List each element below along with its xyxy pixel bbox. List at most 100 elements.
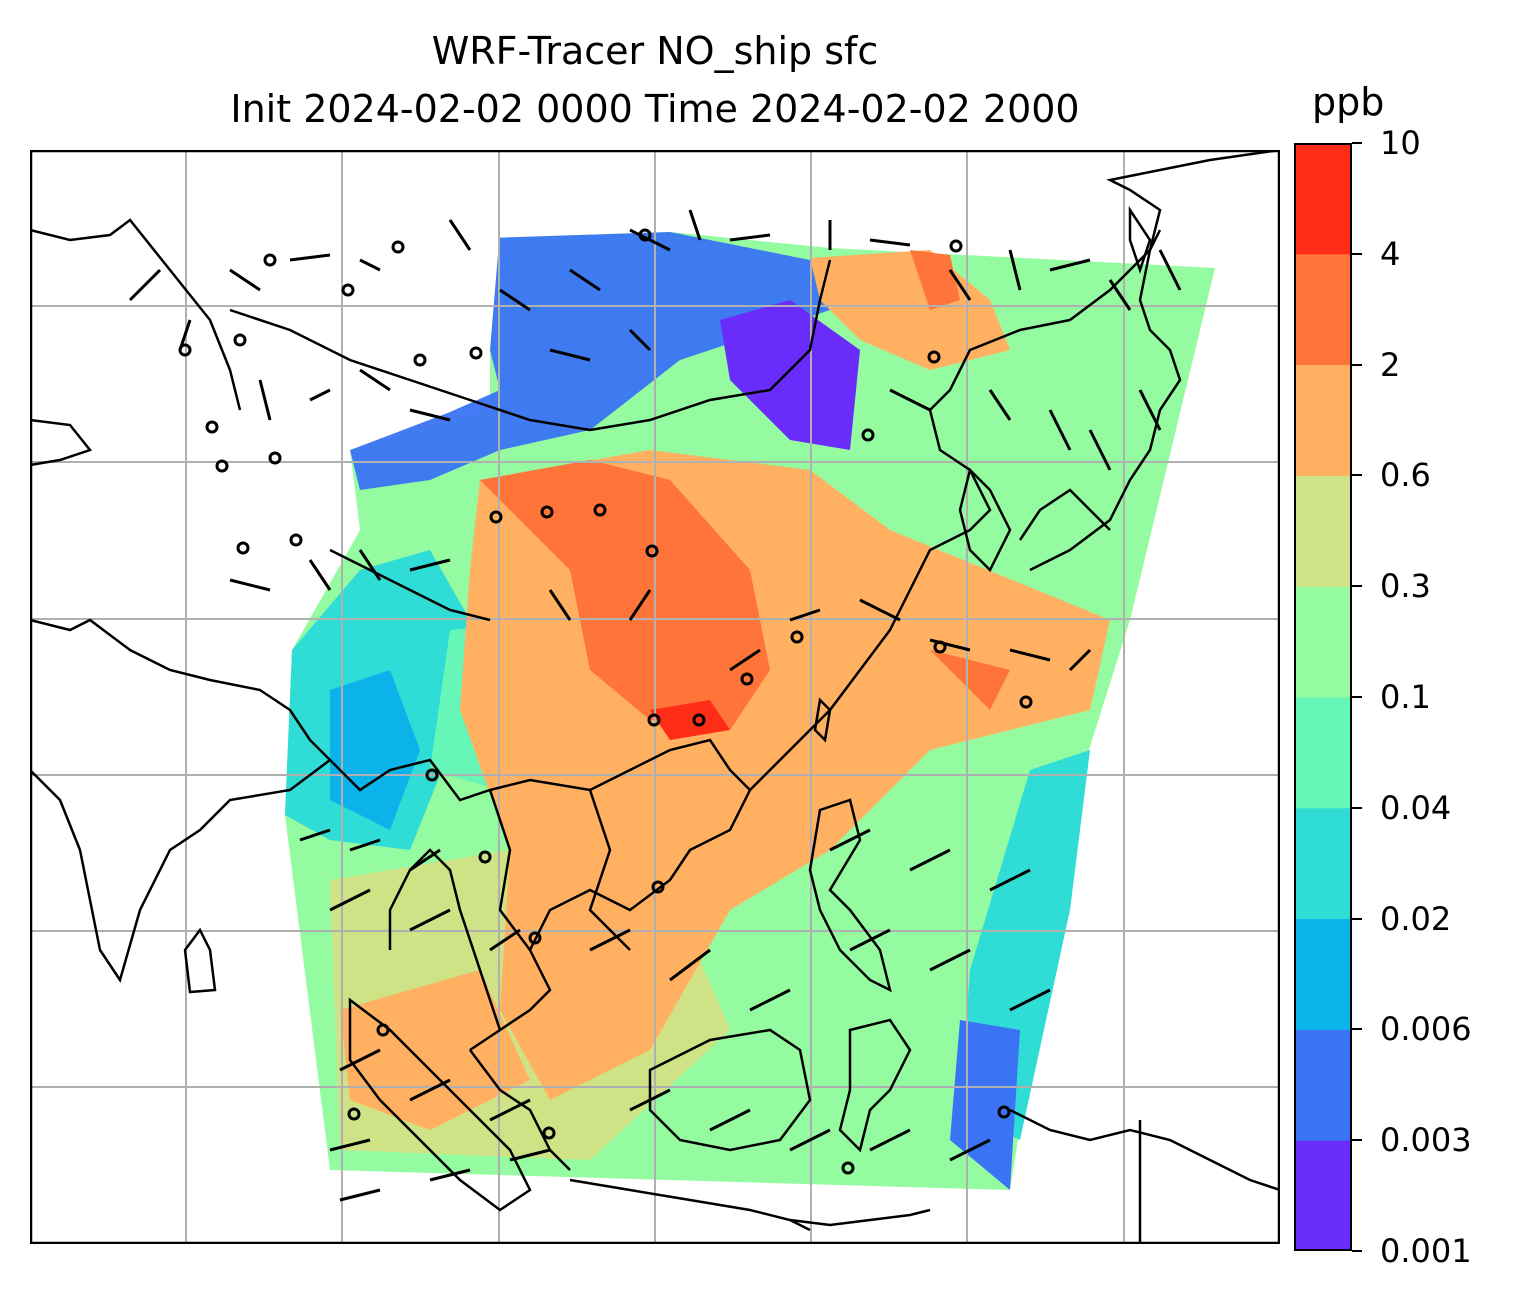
calm-circle bbox=[997, 1105, 1011, 1119]
colorbar-tick-mark bbox=[1352, 917, 1362, 920]
calm-circle bbox=[263, 253, 277, 267]
gridlines bbox=[30, 150, 1280, 1244]
calm-circle bbox=[645, 544, 659, 558]
map-subtitle: Init 2024-02-02 0000 Time 2024-02-02 200… bbox=[230, 87, 1080, 131]
wind-barb bbox=[339, 1048, 531, 1122]
colorbar-segment bbox=[1294, 697, 1352, 809]
colorbar-segment bbox=[1294, 918, 1352, 1030]
wind-barb bbox=[1049, 249, 1182, 311]
colorbar-segment bbox=[1294, 143, 1352, 255]
wind-barb bbox=[889, 388, 1072, 451]
calm-circle bbox=[469, 346, 483, 360]
colorbar-segment bbox=[1294, 1029, 1352, 1141]
colorbar-tick-label: 0.6 bbox=[1380, 456, 1431, 495]
calm-circle bbox=[268, 451, 282, 465]
coastline-japan bbox=[1018, 229, 1182, 572]
calm-circle bbox=[233, 333, 247, 347]
coastline-korea bbox=[958, 467, 1012, 573]
calm-circle bbox=[215, 459, 229, 473]
coastlines bbox=[30, 150, 1280, 1244]
coastline-india bbox=[30, 618, 332, 983]
wind-barb bbox=[409, 558, 652, 621]
wind-barbs bbox=[128, 209, 1182, 1202]
wind-barb bbox=[229, 549, 382, 592]
calm-circle bbox=[740, 672, 754, 686]
map-frame bbox=[30, 150, 1280, 1244]
field-red-east bbox=[930, 650, 1010, 710]
coastline-newguinea bbox=[1009, 1108, 1280, 1192]
calm-circle bbox=[236, 541, 250, 555]
wind-barb bbox=[589, 928, 791, 1012]
colorbar-tick-mark bbox=[1352, 696, 1362, 698]
border-indochina-inner bbox=[488, 789, 631, 951]
colorbar-tick-mark bbox=[1352, 806, 1362, 809]
wind-barb bbox=[499, 228, 671, 312]
colorbar-tick-label: 10 bbox=[1380, 124, 1421, 162]
colorbar-segment bbox=[1294, 253, 1352, 366]
colorbar-segment bbox=[1294, 807, 1352, 920]
coastline-borneo bbox=[648, 1028, 812, 1152]
colorbar-tick-mark bbox=[1352, 1250, 1362, 1252]
calm-circle bbox=[540, 505, 554, 519]
colorbar-segment bbox=[1294, 1140, 1352, 1251]
border-central-asia bbox=[30, 218, 242, 411]
colorbar bbox=[1294, 143, 1352, 1251]
colorbar-tick-label: 0.02 bbox=[1380, 899, 1452, 938]
calm-circle bbox=[425, 768, 439, 782]
field-red-peak bbox=[650, 700, 730, 740]
field-low-east bbox=[720, 300, 860, 450]
calm-markers bbox=[178, 228, 1033, 1175]
calm-circle bbox=[692, 713, 706, 727]
field-cyan-mid bbox=[330, 670, 420, 830]
wind-barb bbox=[1088, 389, 1162, 471]
coastline-thailand-gulf bbox=[388, 848, 502, 1031]
coastline-nusa-tenggara bbox=[789, 1208, 931, 1227]
wind-barb bbox=[409, 328, 652, 422]
calm-circle bbox=[178, 343, 192, 357]
wind-barb bbox=[869, 238, 1022, 301]
calm-circle bbox=[790, 630, 804, 644]
coastline-china-east bbox=[749, 318, 1071, 791]
colorbar-segment bbox=[1294, 475, 1352, 587]
map-panel bbox=[30, 150, 1280, 1244]
coastline-sulawesi bbox=[838, 1018, 912, 1153]
calm-circle bbox=[489, 510, 503, 524]
calm-circle bbox=[376, 1023, 390, 1037]
field-orange-north bbox=[810, 250, 1010, 370]
border-himalaya bbox=[329, 548, 491, 622]
calm-circle bbox=[341, 283, 355, 297]
colorbar-tick-mark bbox=[1352, 142, 1362, 144]
field-low-north bbox=[350, 232, 830, 490]
coastline-russia-east bbox=[1069, 150, 1280, 321]
wind-barb bbox=[688, 209, 832, 250]
field-red-central bbox=[480, 460, 770, 730]
calm-circle bbox=[205, 420, 219, 434]
colorbar-segment bbox=[1294, 586, 1352, 698]
colorbar-segment bbox=[1294, 364, 1352, 476]
colorbar-tick-mark bbox=[1352, 363, 1362, 366]
wind-barb bbox=[329, 888, 521, 952]
coastline-malay bbox=[469, 1049, 571, 1171]
colorbar-tick-label: 0.003 bbox=[1380, 1121, 1472, 1160]
coastline-philippines bbox=[808, 798, 892, 993]
colorbar-tick-mark bbox=[1352, 252, 1362, 255]
field-red-north bbox=[910, 250, 960, 310]
calm-circle bbox=[638, 228, 652, 242]
colorbar-tick-mark bbox=[1352, 474, 1362, 477]
border-china-mongolia bbox=[229, 259, 832, 432]
calm-circle bbox=[593, 503, 607, 517]
coastline-taiwan bbox=[813, 697, 832, 743]
colorbar-tick-mark bbox=[1352, 585, 1362, 588]
calm-circle bbox=[927, 350, 941, 364]
calm-circle bbox=[542, 1126, 556, 1140]
colorbar-tick-label: 0.006 bbox=[1380, 1010, 1472, 1049]
wind-barb bbox=[258, 368, 391, 421]
coastline-srilanka bbox=[183, 927, 217, 994]
colorbar-tick-mark bbox=[1352, 1139, 1362, 1142]
coastline-indochina bbox=[329, 738, 752, 1052]
wind-barb bbox=[339, 1148, 551, 1202]
wind-barb bbox=[289, 219, 472, 272]
colorbar-tick-label: 0.1 bbox=[1380, 678, 1431, 716]
wind-barb bbox=[629, 1088, 831, 1152]
coastline-java bbox=[569, 1178, 811, 1232]
